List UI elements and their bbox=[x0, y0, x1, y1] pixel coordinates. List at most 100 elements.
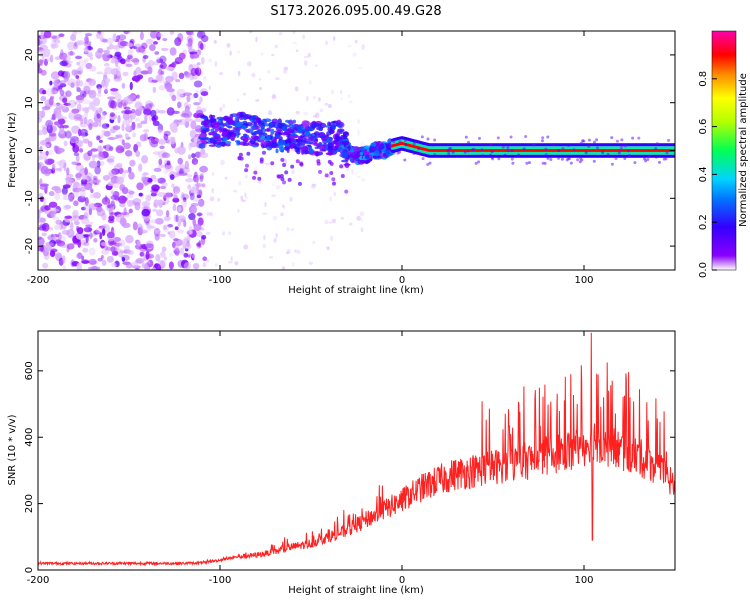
heatmap-cell bbox=[601, 151, 605, 155]
heatmap-cell bbox=[398, 150, 402, 154]
heatmap-cell bbox=[83, 116, 88, 125]
heatmap-cell bbox=[356, 119, 361, 124]
heatmap-cell bbox=[145, 103, 153, 111]
heatmap-cell bbox=[166, 88, 175, 93]
heatmap-cell bbox=[222, 116, 229, 120]
heatmap-cell bbox=[138, 45, 146, 53]
heatmap-cell bbox=[360, 217, 364, 222]
heatmap-cell bbox=[125, 263, 133, 269]
heatmap-cell bbox=[309, 136, 314, 141]
heatmap-cell bbox=[497, 157, 501, 161]
heatmap-cell bbox=[104, 50, 111, 56]
heatmap-cell bbox=[253, 121, 257, 127]
heatmap-cell bbox=[619, 147, 623, 151]
heatmap-cell bbox=[231, 133, 236, 137]
heatmap-cell bbox=[71, 161, 78, 165]
heatmap-cell bbox=[644, 159, 648, 163]
heatmap-cell bbox=[71, 69, 78, 76]
heatmap-cell bbox=[287, 177, 292, 182]
heatmap-cell bbox=[182, 167, 191, 173]
heatmap-cell bbox=[38, 156, 43, 161]
heatmap-cell bbox=[154, 217, 164, 225]
heatmap-cell bbox=[264, 137, 271, 142]
heatmap-cell bbox=[488, 153, 492, 157]
heatmap-cell bbox=[283, 66, 289, 71]
heatmap-cell bbox=[102, 228, 106, 236]
heatmap-cell bbox=[171, 94, 177, 102]
heatmap-cell bbox=[121, 186, 129, 195]
heatmap-cell bbox=[136, 122, 140, 129]
heatmap-cell bbox=[209, 212, 213, 217]
heatmap-cell bbox=[90, 265, 99, 270]
heatmap-cell bbox=[93, 238, 98, 243]
heatmap-cell bbox=[263, 234, 266, 241]
heatmap-cell bbox=[339, 129, 343, 135]
heatmap-cell bbox=[331, 124, 336, 131]
heatmap-cell bbox=[159, 233, 166, 238]
heatmap-cell bbox=[173, 238, 179, 242]
heatmap-cell bbox=[412, 142, 416, 146]
heatmap-cell bbox=[154, 229, 162, 233]
heatmap-cell bbox=[295, 138, 303, 143]
heatmap-cell bbox=[581, 139, 585, 143]
heatmap-cell bbox=[357, 159, 365, 165]
heatmap-cell bbox=[77, 70, 82, 75]
heatmap-cell bbox=[319, 108, 323, 113]
heatmap-cell bbox=[194, 160, 198, 165]
heatmap-cell bbox=[102, 174, 110, 181]
heatmap-cell bbox=[569, 161, 573, 165]
heatmap-cell bbox=[270, 161, 275, 166]
heatmap-cell bbox=[360, 227, 364, 233]
heatmap-cell bbox=[104, 245, 108, 251]
heatmap-cell bbox=[200, 107, 207, 113]
heatmap-cell bbox=[283, 146, 290, 151]
heatmap-cell bbox=[62, 193, 68, 197]
heatmap-cell bbox=[182, 241, 187, 250]
heatmap-cell bbox=[296, 142, 301, 147]
heatmap-cell bbox=[65, 173, 74, 178]
heatmap-cell bbox=[152, 208, 158, 212]
heatmap-cell bbox=[160, 251, 166, 258]
heatmap-cell bbox=[282, 180, 287, 185]
heatmap-cell bbox=[89, 193, 97, 199]
heatmap-cell bbox=[168, 107, 172, 112]
heatmap-cell bbox=[67, 51, 75, 56]
heatmap-cell bbox=[203, 75, 207, 82]
heatmap-cell bbox=[81, 218, 90, 225]
heatmap-cell bbox=[174, 226, 179, 231]
heatmap-cell bbox=[85, 224, 92, 228]
heatmap-cell bbox=[620, 138, 624, 142]
heatmap-cell bbox=[80, 128, 88, 136]
heatmap-cell bbox=[49, 227, 53, 231]
heatmap-cell bbox=[168, 230, 176, 239]
heatmap-cell bbox=[98, 107, 103, 113]
heatmap-cell bbox=[69, 136, 79, 144]
heatmap-cell bbox=[129, 200, 137, 206]
heatmap-cell bbox=[132, 197, 142, 206]
heatmap-cell bbox=[200, 139, 207, 143]
heatmap-cell bbox=[546, 156, 550, 160]
heatmap-cell bbox=[127, 54, 133, 60]
heatmap-cell bbox=[149, 43, 156, 52]
heatmap-cell bbox=[52, 207, 56, 212]
heatmap-cell bbox=[141, 201, 151, 207]
heatmap-cell bbox=[177, 259, 186, 268]
heatmap-cell bbox=[349, 157, 353, 162]
heatmap-cell bbox=[110, 88, 119, 92]
snr-ylabel: SNR (10 * v/v) bbox=[7, 414, 18, 485]
heatmap-cell bbox=[55, 111, 62, 120]
heatmap-cell bbox=[187, 154, 192, 160]
heatmap-cell bbox=[62, 265, 67, 270]
heatmap-cell bbox=[237, 50, 240, 54]
heatmap-cell bbox=[97, 257, 103, 262]
heatmap-cell bbox=[309, 148, 314, 154]
heatmap-cell bbox=[175, 79, 181, 83]
heatmap-cell bbox=[206, 212, 212, 216]
heatmap-cell bbox=[93, 230, 100, 235]
heatmap-cell bbox=[344, 162, 350, 169]
heatmap-cell bbox=[66, 167, 70, 176]
heatmap-cell bbox=[340, 174, 345, 179]
heatmap-cell bbox=[128, 208, 133, 214]
heatmap-cell bbox=[287, 138, 291, 143]
heatmap-cell bbox=[87, 140, 93, 148]
